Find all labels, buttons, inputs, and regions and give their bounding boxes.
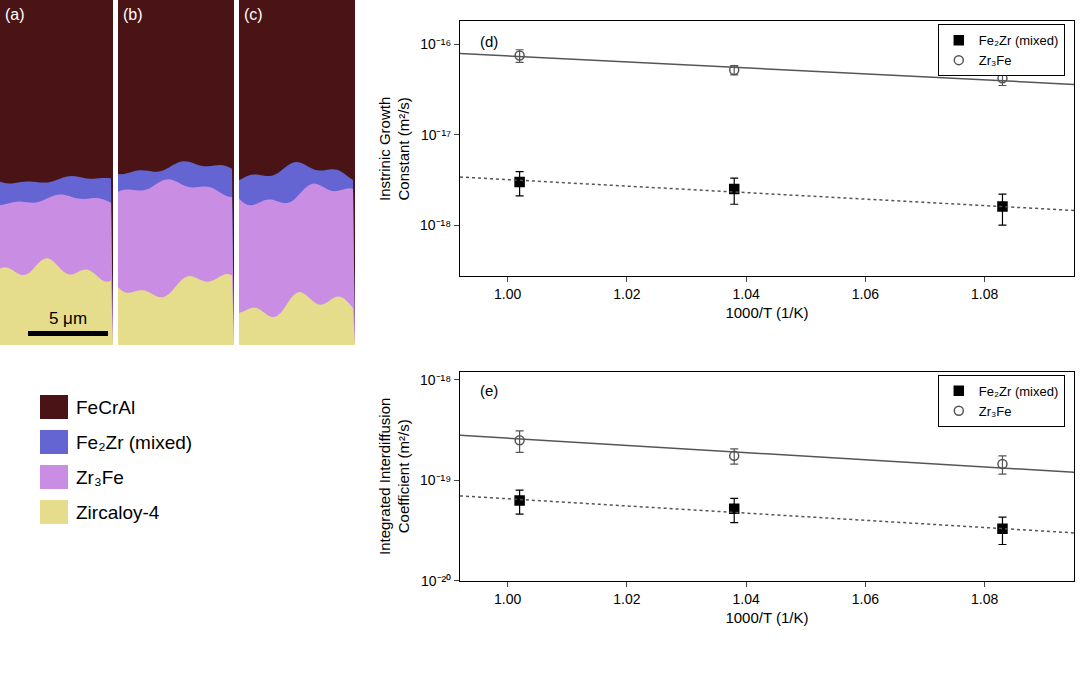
svg-text:1.04: 1.04	[733, 591, 760, 607]
svg-text:1.00: 1.00	[494, 286, 521, 302]
svg-text:Zircaloy-4: Zircaloy-4	[76, 502, 160, 523]
svg-text:Zr₃Fe: Zr₃Fe	[76, 467, 124, 488]
svg-text:1.02: 1.02	[613, 286, 640, 302]
svg-text:Zr₃Fe: Zr₃Fe	[979, 53, 1012, 68]
svg-text:1.08: 1.08	[971, 591, 998, 607]
svg-text:1.02: 1.02	[613, 591, 640, 607]
svg-text:1.06: 1.06	[852, 591, 879, 607]
svg-text:10⁻¹⁹: 10⁻¹⁹	[420, 472, 451, 488]
svg-text:(b): (b)	[123, 6, 143, 23]
svg-text:(d): (d)	[480, 33, 498, 50]
svg-text:1000/T (1/K): 1000/T (1/K)	[725, 304, 808, 321]
svg-text:10⁻¹⁷: 10⁻¹⁷	[421, 127, 451, 143]
svg-text:5 μm: 5 μm	[49, 309, 87, 328]
svg-text:10⁻²⁰: 10⁻²⁰	[421, 573, 451, 589]
svg-text:Fe₂Zr (mixed): Fe₂Zr (mixed)	[979, 33, 1058, 48]
svg-text:10⁻¹⁸: 10⁻¹⁸	[420, 372, 451, 388]
svg-text:(c): (c)	[244, 6, 263, 23]
svg-text:1.08: 1.08	[971, 286, 998, 302]
svg-text:1.06: 1.06	[852, 286, 879, 302]
svg-text:1.04: 1.04	[733, 286, 760, 302]
svg-text:(e): (e)	[480, 382, 498, 399]
svg-text:(a): (a)	[5, 6, 25, 23]
svg-text:Fe₂Zr (mixed): Fe₂Zr (mixed)	[76, 432, 192, 453]
svg-text:10⁻¹⁸: 10⁻¹⁸	[420, 217, 451, 233]
svg-text:Fe₂Zr (mixed): Fe₂Zr (mixed)	[979, 384, 1058, 399]
svg-text:Instrinic GrowthConstant (m²/s: Instrinic GrowthConstant (m²/s)	[376, 97, 413, 201]
svg-text:10⁻¹⁶: 10⁻¹⁶	[420, 36, 451, 52]
svg-text:Integrated InterdiffusionCoeff: Integrated InterdiffusionCoefficient (m²…	[376, 398, 413, 555]
svg-text:1.00: 1.00	[494, 591, 521, 607]
svg-text:Zr₃Fe: Zr₃Fe	[979, 404, 1012, 419]
svg-text:FeCrAl: FeCrAl	[76, 397, 135, 418]
svg-text:1000/T (1/K): 1000/T (1/K)	[725, 609, 808, 626]
